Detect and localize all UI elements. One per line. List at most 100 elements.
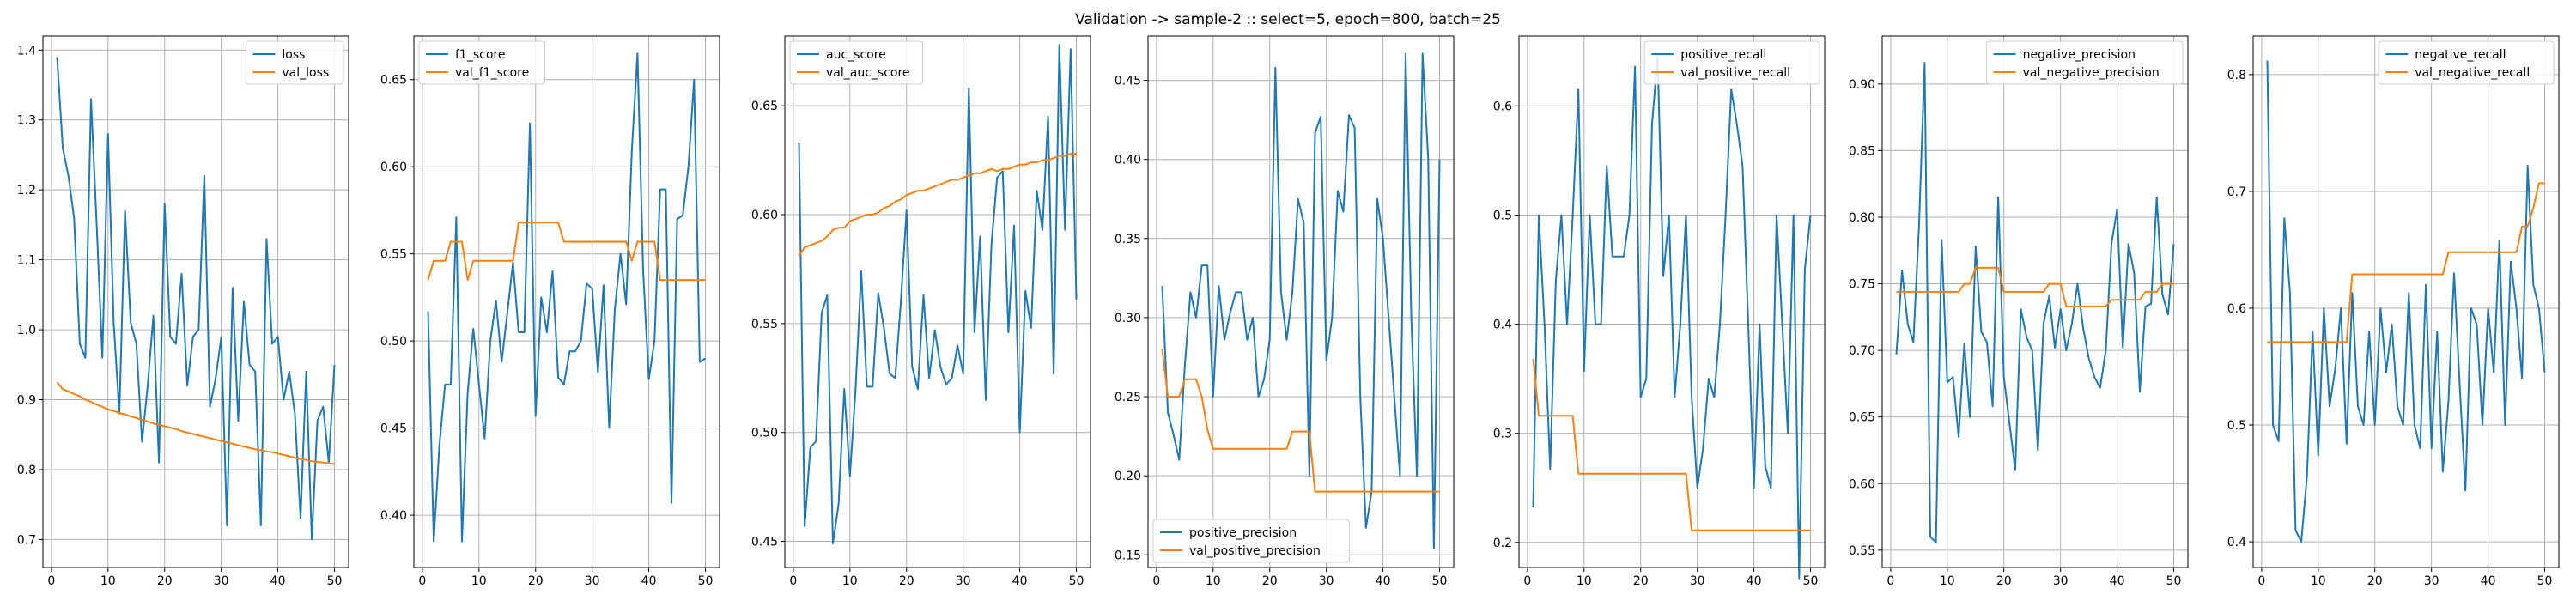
y-tick-label: 0.15 [1115, 549, 1141, 562]
legend: positive_precision val_positive_precision [1152, 519, 1350, 563]
y-tick-label: 0.5 [2227, 419, 2246, 433]
chart-panel-7: 0 10 20 30 40 50 0.4 0.5 0.6 0.7 0.8 negative_recal… [2227, 35, 2560, 588]
legend-label: positive_precision [1189, 526, 1297, 540]
y-tick-label: 0.65 [380, 74, 407, 88]
x-tick-label: 20 [1996, 574, 2012, 588]
y-tick-label: 0.6 [2227, 302, 2246, 316]
x-tick-label: 20 [528, 574, 544, 588]
plot-frame [1147, 35, 1455, 568]
x-tick-label: 40 [2110, 574, 2125, 588]
y-tick-label: 0.7 [17, 533, 36, 547]
y-tick-label: 0.65 [1849, 411, 1875, 425]
legend: f1_score val_f1_score [418, 40, 545, 85]
x-tick-label: 40 [270, 574, 286, 588]
y-tick-label: 0.60 [1849, 477, 1875, 491]
x-tick-label: 40 [1376, 574, 1391, 588]
y-tick-label: 0.75 [1849, 278, 1875, 292]
y-tick-label: 0.25 [1115, 391, 1141, 404]
series-line-negative_precision [1895, 62, 2175, 543]
series-line-val_negative_precision [1896, 266, 2174, 307]
x-tick-label: 20 [1633, 574, 1649, 588]
legend-label: val_positive_precision [1189, 544, 1321, 558]
plot-frame [1518, 35, 1826, 568]
y-tick-label: 0.4 [2227, 536, 2246, 549]
x-tick-label: 50 [2537, 574, 2553, 588]
legend-label: negative_precision [2023, 48, 2136, 62]
x-tick-label: 0 [47, 574, 55, 588]
y-tick-label: 0.45 [751, 536, 778, 549]
x-tick-label: 40 [2481, 574, 2496, 588]
x-tick-label: 40 [1012, 574, 1028, 588]
y-tick-label: 0.2 [1493, 537, 1512, 550]
series-line-auc_score [798, 44, 1078, 545]
y-tick-label: 0.85 [1849, 144, 1875, 158]
x-tick-label: 0 [789, 574, 797, 588]
y-tick-label: 1.0 [17, 324, 36, 337]
y-tick-label: 0.8 [2227, 69, 2246, 82]
plot-frame [784, 35, 1091, 568]
x-tick-label: 30 [214, 574, 229, 588]
x-tick-label: 20 [157, 574, 173, 588]
y-tick-label: 0.30 [1115, 312, 1141, 325]
chart-panel-3: 0 10 20 30 40 50 0.45 0.50 0.55 0.60 0.65 auc_score… [751, 35, 1091, 588]
x-tick-label: 50 [2166, 574, 2182, 588]
series-line-positive_recall [1532, 56, 1812, 580]
series-line-val_negative_recall [2267, 182, 2545, 343]
x-tick-label: 50 [698, 574, 714, 588]
chart-panel-1: 0 10 20 30 40 50 0.7 0.8 0.9 1.0 1.1 1.2 1.3 1.4 loss v… [17, 35, 349, 588]
x-tick-label: 30 [2424, 574, 2439, 588]
legend: negative_recall val_negative_recall [2378, 40, 2555, 85]
x-tick-label: 0 [2257, 574, 2265, 588]
legend-box [789, 40, 924, 85]
legend-label: val_positive_recall [1680, 66, 1790, 80]
chart-panel-5: 0 10 20 30 40 50 0.2 0.3 0.4 0.5 0.6 positive_recal… [1493, 35, 1826, 588]
x-tick-label: 10 [471, 574, 487, 588]
y-tick-label: 0.4 [1493, 319, 1512, 332]
series-line-val_f1_score [427, 222, 706, 282]
legend-box [2378, 40, 2555, 85]
x-tick-label: 10 [100, 574, 116, 588]
x-tick-label: 50 [1432, 574, 1448, 588]
x-tick-label: 40 [1747, 574, 1762, 588]
x-tick-label: 50 [1069, 574, 1084, 588]
x-tick-label: 20 [2367, 574, 2383, 588]
y-tick-label: 0.6 [1493, 100, 1512, 113]
y-tick-label: 0.60 [380, 161, 407, 174]
y-tick-label: 0.8 [17, 464, 36, 477]
series-line-val_positive_recall [1532, 359, 1811, 531]
y-tick-label: 0.55 [751, 318, 778, 331]
y-tick-label: 0.40 [380, 509, 407, 523]
chart-panel-2: 0 10 20 30 40 50 0.40 0.45 0.50 0.55 0.60 0.65 f1_sc… [380, 35, 720, 588]
legend: negative_precision val_negative_precision [1986, 40, 2184, 85]
y-tick-label: 0.5 [1493, 209, 1512, 222]
x-tick-label: 50 [1803, 574, 1819, 588]
x-tick-label: 0 [1152, 574, 1160, 588]
legend-label: val_loss [282, 66, 329, 80]
series-line-negative_recall [2266, 60, 2546, 543]
legend-label: negative_recall [2415, 48, 2506, 62]
x-tick-label: 0 [1523, 574, 1531, 588]
y-tick-label: 0.55 [1849, 544, 1875, 558]
series-line-f1_score [427, 52, 707, 543]
x-tick-label: 10 [1206, 574, 1221, 588]
y-tick-label: 1.3 [17, 114, 36, 128]
plot-frame [413, 35, 720, 568]
plot-frame [42, 35, 349, 568]
x-tick-label: 10 [1577, 574, 1592, 588]
y-tick-label: 0.65 [751, 100, 778, 113]
figure-title: Validation -> sample-2 :: select=5, epoc… [1075, 11, 1501, 28]
legend-box [418, 40, 545, 85]
y-tick-label: 0.35 [1115, 233, 1141, 246]
y-tick-label: 1.4 [17, 44, 36, 58]
chart-panel-6: 0 10 20 30 40 50 0.55 0.60 0.65 0.70 0.75 0.80 0.85 0… [1849, 35, 2189, 588]
y-tick-label: 0.70 [1849, 344, 1875, 358]
y-tick-label: 1.1 [17, 254, 36, 268]
legend-label: loss [282, 48, 305, 62]
x-tick-label: 30 [2053, 574, 2069, 588]
y-tick-label: 0.3 [1493, 428, 1512, 441]
legend-box [245, 40, 344, 85]
x-tick-label: 30 [585, 574, 600, 588]
series-line-positive_precision [1161, 52, 1441, 549]
x-tick-label: 30 [1690, 574, 1705, 588]
